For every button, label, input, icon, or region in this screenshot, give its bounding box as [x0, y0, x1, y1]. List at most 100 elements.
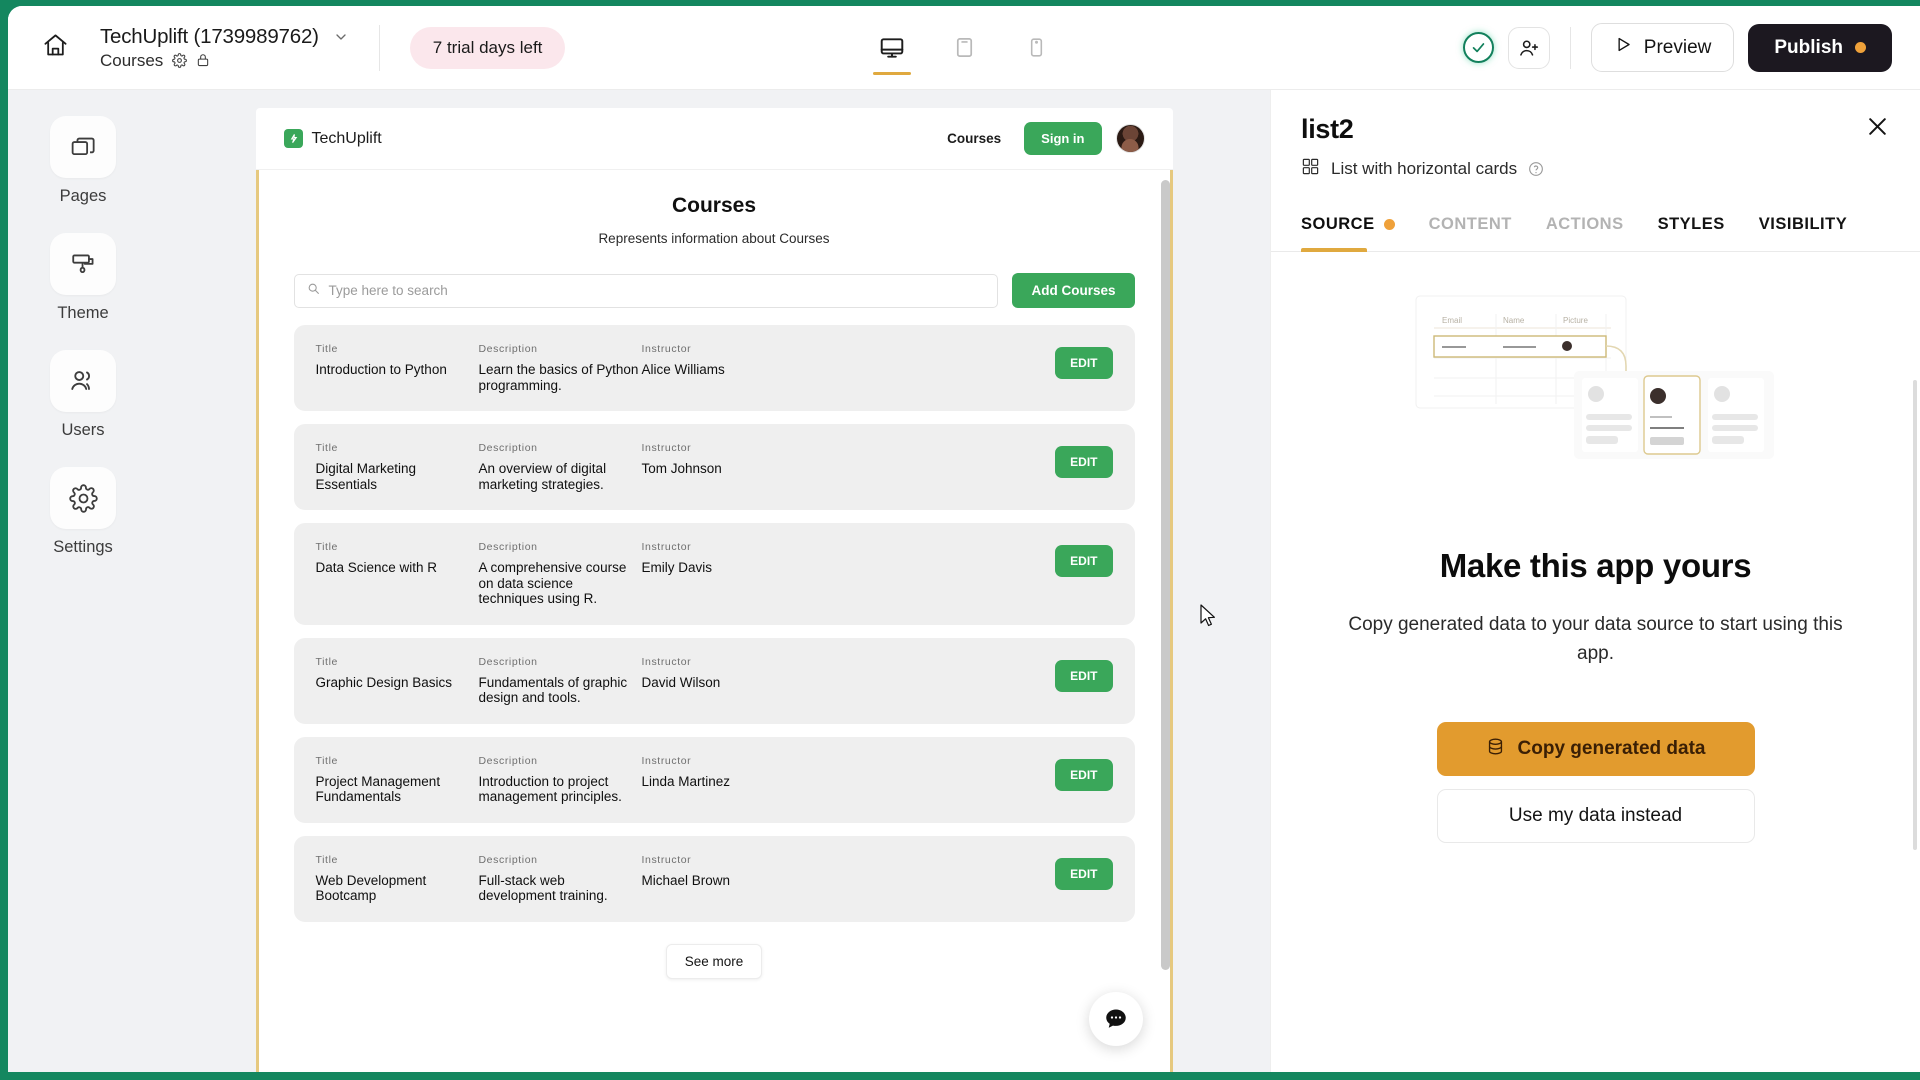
- gear-icon[interactable]: [172, 53, 188, 68]
- page-subtitle: Represents information about Courses: [598, 231, 830, 246]
- add-courses-button[interactable]: Add Courses: [1012, 273, 1135, 308]
- publish-label: Publish: [1774, 36, 1843, 58]
- field-label-instructor: Instructor: [641, 541, 692, 554]
- gear-icon: [50, 467, 116, 529]
- sidebar-item-settings[interactable]: Settings: [50, 467, 116, 557]
- help-circle-icon[interactable]: [1528, 161, 1544, 177]
- inspector-scrollbar[interactable]: [1913, 380, 1917, 850]
- orange-dot-icon: [1855, 42, 1866, 53]
- edit-button[interactable]: EDIT: [1055, 446, 1113, 479]
- close-icon[interactable]: [1865, 114, 1890, 144]
- unsaved-dot-icon: [1383, 219, 1395, 230]
- home-button[interactable]: [32, 25, 78, 71]
- card-instructor-column: Instructor Michael Brown: [642, 854, 1056, 889]
- edit-button[interactable]: EDIT: [1055, 545, 1113, 578]
- mobile-icon[interactable]: [1013, 6, 1059, 89]
- course-instructor: David Wilson: [641, 674, 721, 690]
- chat-bubble-icon[interactable]: [1088, 992, 1143, 1046]
- search-input[interactable]: Type here to search: [293, 273, 999, 308]
- course-description: Introduction to project management princ…: [478, 773, 622, 805]
- search-placeholder: Type here to search: [328, 283, 448, 298]
- tab-actions[interactable]: ACTIONS: [1546, 215, 1624, 251]
- card-title-column: Title Data Science with R: [316, 541, 479, 576]
- home-icon: [42, 32, 69, 64]
- search-row: Type here to search Add Courses: [293, 273, 1135, 308]
- course-card[interactable]: Title Digital Marketing Essentials Descrip…: [293, 424, 1135, 511]
- sidebar-item-theme[interactable]: Theme: [50, 233, 116, 323]
- desktop-icon[interactable]: [869, 6, 915, 89]
- card-description-column: Description Fundamentals of graphic desig…: [479, 656, 642, 706]
- canvas-scrollbar[interactable]: [1160, 180, 1170, 970]
- edit-button[interactable]: EDIT: [1055, 659, 1113, 692]
- tab-content[interactable]: CONTENT: [1429, 215, 1512, 251]
- sidebar-item-label: Settings: [53, 538, 113, 556]
- edit-button[interactable]: EDIT: [1055, 347, 1113, 379]
- users-icon: [50, 350, 116, 412]
- tab-visibility[interactable]: VISIBILITY: [1759, 215, 1847, 251]
- app-window: TechUplift (1739989762) Courses 7 tr: [8, 6, 1920, 1072]
- project-info: TechUplift (1739989762) Courses: [100, 25, 349, 71]
- top-toolbar: TechUplift (1739989762) Courses 7 tr: [8, 6, 1920, 90]
- selection-guide-left: [255, 170, 259, 1072]
- svg-text:Picture: Picture: [1563, 316, 1588, 325]
- device-preview-toggle: [869, 6, 1059, 89]
- sidebar-item-label: Pages: [59, 187, 107, 205]
- use-my-data-button[interactable]: Use my data instead: [1436, 789, 1755, 843]
- tab-label: ACTIONS: [1545, 215, 1624, 233]
- course-title: Data Science with R: [315, 560, 438, 576]
- card-title-column: Title Web Development Bootcamp: [316, 854, 479, 904]
- tab-styles[interactable]: STYLES: [1658, 215, 1725, 251]
- see-more-button[interactable]: See more: [665, 943, 763, 979]
- course-card[interactable]: Title Introduction to Python Description Le…: [293, 325, 1135, 412]
- lock-icon[interactable]: [196, 53, 211, 68]
- course-card[interactable]: Title Project Management Fundamentals Desc…: [293, 736, 1135, 823]
- svg-text:Email: Email: [1442, 316, 1462, 325]
- inspector-title: list2: [1301, 114, 1354, 144]
- preview-label: Preview: [1643, 36, 1712, 58]
- field-label-title: Title: [315, 343, 338, 355]
- course-title: Graphic Design Basics: [315, 674, 453, 690]
- card-instructor-column: Instructor Tom Johnson: [642, 442, 1056, 477]
- source-heading: Make this app yours: [1439, 547, 1752, 584]
- field-label-instructor: Instructor: [641, 754, 692, 767]
- preview-page-body: Courses Represents information about Cou…: [256, 170, 1173, 979]
- publish-button[interactable]: Publish: [1748, 23, 1892, 72]
- course-list: Title Introduction to Python Description Le…: [293, 325, 1135, 922]
- preview-brand[interactable]: TechUplift: [283, 129, 382, 148]
- trial-badge[interactable]: 7 trial days left: [409, 26, 566, 69]
- user-plus-icon[interactable]: [1507, 26, 1550, 69]
- preview-button[interactable]: Preview: [1590, 23, 1735, 72]
- course-description: Full-stack web development training.: [478, 872, 608, 904]
- avatar[interactable]: [1115, 124, 1145, 153]
- course-card[interactable]: Title Graphic Design Basics Description Fun…: [293, 637, 1135, 724]
- tab-source[interactable]: SOURCE: [1301, 215, 1395, 252]
- copy-generated-data-label: Copy generated data: [1517, 738, 1706, 759]
- field-label-description: Description: [478, 442, 538, 455]
- tab-label: CONTENT: [1428, 215, 1512, 233]
- course-instructor: Michael Brown: [641, 872, 731, 888]
- sidebar-item-pages[interactable]: Pages: [50, 116, 116, 206]
- check-circle-icon[interactable]: [1462, 32, 1494, 63]
- card-description-column: Description A comprehensive course on dat…: [479, 541, 642, 607]
- course-instructor: Alice Williams: [641, 362, 725, 377]
- edit-button[interactable]: EDIT: [1055, 758, 1113, 791]
- field-label-title: Title: [315, 853, 338, 866]
- edit-button[interactable]: EDIT: [1055, 857, 1113, 890]
- tab-label: STYLES: [1657, 215, 1725, 233]
- sidebar-item-label: Theme: [57, 304, 109, 322]
- card-title-column: Title Digital Marketing Essentials: [316, 442, 479, 492]
- course-card[interactable]: Title Web Development Bootcamp Description…: [293, 835, 1135, 922]
- signin-button[interactable]: Sign in: [1024, 122, 1102, 155]
- copy-generated-data-button[interactable]: Copy generated data: [1436, 722, 1755, 776]
- course-description: A comprehensive course on data science t…: [478, 560, 627, 607]
- tablet-icon[interactable]: [941, 6, 987, 89]
- course-card[interactable]: Title Data Science with R Description A com…: [293, 523, 1135, 625]
- sidebar-item-users[interactable]: Users: [50, 350, 116, 440]
- course-description: Learn the basics of Python programming.: [478, 362, 639, 393]
- preview-nav-courses[interactable]: Courses: [947, 131, 1002, 146]
- field-label-instructor: Instructor: [641, 655, 692, 668]
- chevron-down-icon[interactable]: [333, 29, 349, 45]
- svg-text:Name: Name: [1503, 316, 1525, 325]
- preview-app-header: TechUplift Courses Sign in: [255, 108, 1173, 170]
- data-mapping-illustration: Email Name Picture: [1406, 286, 1786, 491]
